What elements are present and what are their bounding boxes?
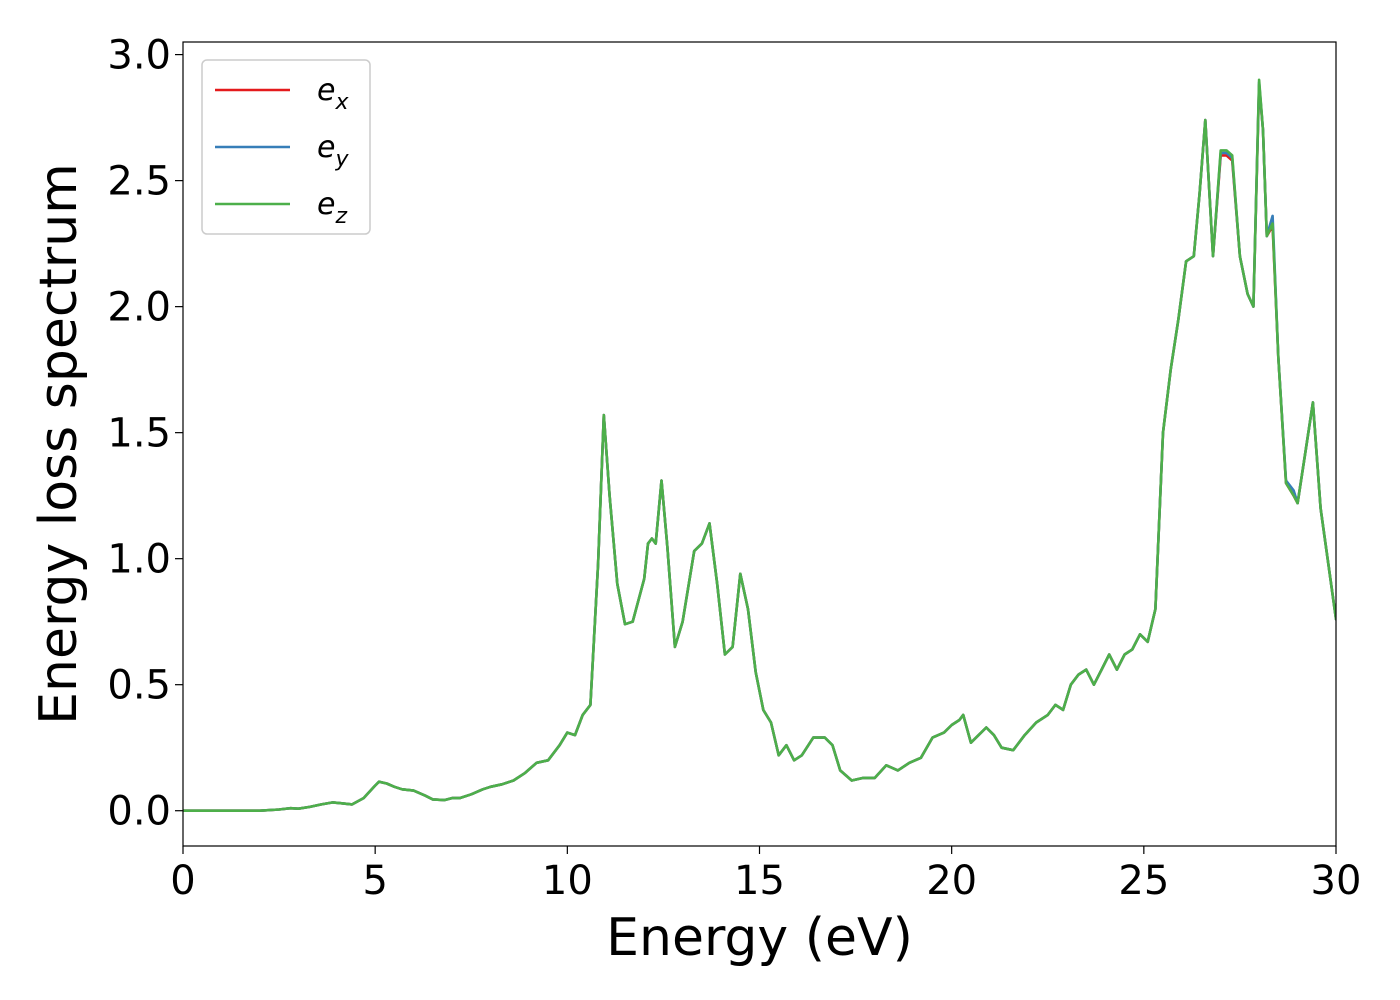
legend-label-e-y: ey (317, 130, 349, 172)
axis-ticks: 0 5 10 15 20 25 30 0.0 0.5 1.0 1.5 2.0 2.5 3.0 (107, 33, 1361, 904)
legend-label-e-z: ez (317, 187, 347, 229)
y-tick-label: 3.0 (107, 33, 171, 79)
legend-label-e-x: ex (317, 73, 349, 115)
y-axis-label: Energy loss spectrum (29, 163, 89, 725)
plot-frame (182, 41, 1337, 847)
y-tick-label: 1.5 (107, 411, 171, 457)
y-tick-label: 1.0 (107, 537, 171, 583)
x-axis-label: Energy (eV) (606, 908, 913, 968)
x-tick-label: 25 (1118, 858, 1169, 904)
series-line-e-z (183, 78, 1336, 812)
x-tick-label: 0 (170, 858, 195, 904)
y-tick-label: 2.5 (107, 159, 171, 205)
x-tick-label: 20 (926, 858, 977, 904)
x-tick-label: 30 (1311, 858, 1362, 904)
series-lines (183, 78, 1336, 812)
y-tick-label: 0.0 (107, 789, 171, 835)
legend: ex ey ez (201, 59, 371, 235)
x-tick-label: 10 (542, 858, 593, 904)
x-tick-label: 15 (734, 858, 785, 904)
y-tick-label: 2.0 (107, 285, 171, 331)
y-tick-label: 0.5 (107, 663, 171, 709)
x-tick-label: 5 (362, 858, 387, 904)
